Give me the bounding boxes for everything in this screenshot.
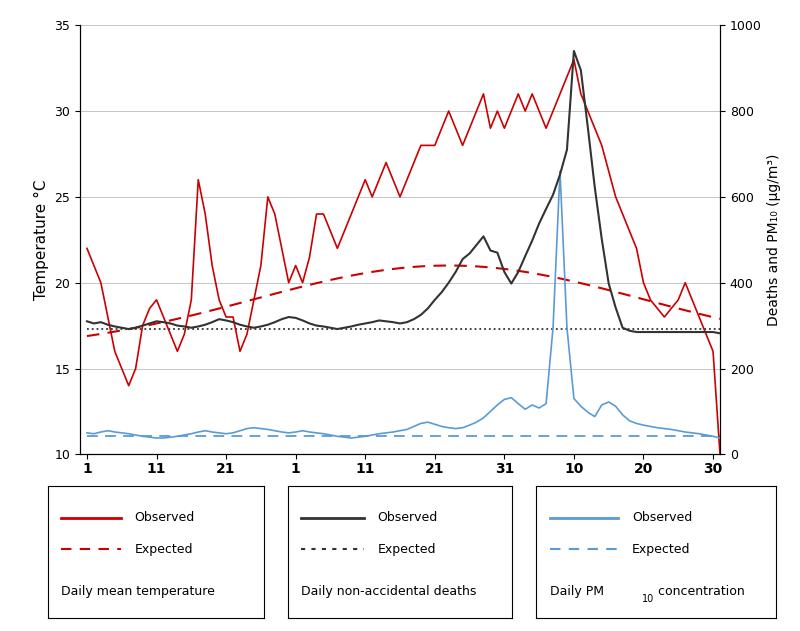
Text: Daily non-accidental deaths: Daily non-accidental deaths xyxy=(302,586,477,598)
Text: Expected: Expected xyxy=(632,543,690,556)
Text: Expected: Expected xyxy=(378,543,436,556)
Text: concentration: concentration xyxy=(654,586,744,598)
Text: Observed: Observed xyxy=(632,511,692,524)
Text: August: August xyxy=(576,493,642,511)
Text: Daily mean temperature: Daily mean temperature xyxy=(61,586,215,598)
Text: Daily PM: Daily PM xyxy=(550,586,605,598)
Y-axis label: Temperature °C: Temperature °C xyxy=(34,180,49,300)
Text: July: July xyxy=(383,493,417,511)
Text: Observed: Observed xyxy=(134,511,194,524)
Text: June: June xyxy=(136,493,177,511)
Text: Expected: Expected xyxy=(134,543,193,556)
Text: Observed: Observed xyxy=(378,511,438,524)
Text: 10: 10 xyxy=(642,594,654,603)
Y-axis label: Deaths and PM₁₀ (μg/m³): Deaths and PM₁₀ (μg/m³) xyxy=(767,153,781,326)
